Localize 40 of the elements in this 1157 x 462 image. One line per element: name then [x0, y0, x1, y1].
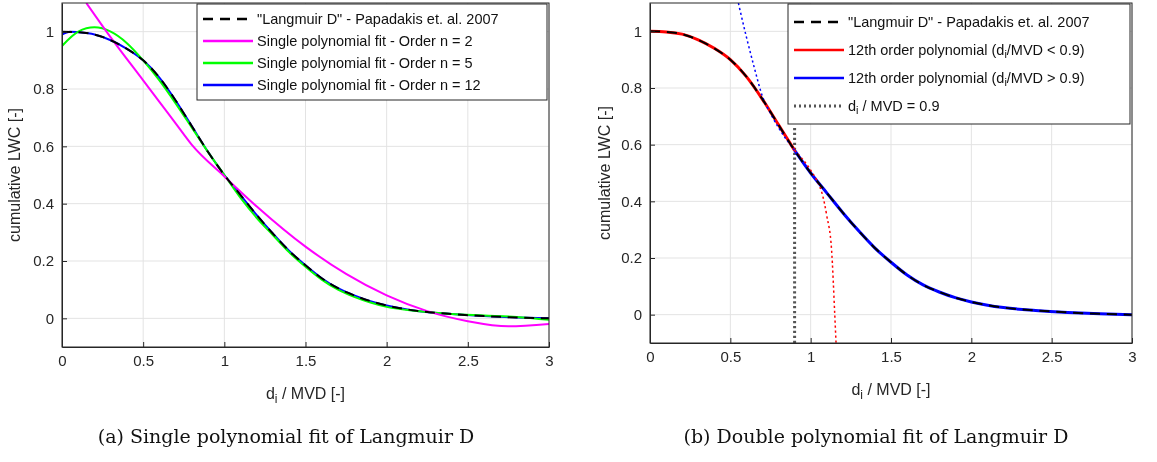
y-tick-label: 0.2 [621, 249, 642, 267]
legend-label: d$_{i}$ / MVD = 0.9 [848, 98, 940, 117]
text: (a) Single polynomial fit of Langmuir D [97, 425, 475, 447]
y-tick-label: 0.2 [33, 252, 54, 270]
x-tick-label: 1 [806, 347, 816, 365]
x-tick-label: 0 [646, 347, 655, 365]
x-tick-label: 2 [967, 347, 977, 365]
x-tick-label: 3 [545, 351, 554, 369]
x-tick-label: 1.5 [881, 347, 902, 365]
y-tick-label: 0 [633, 305, 642, 323]
y-tick-label: 0.4 [621, 192, 642, 210]
y-tick-label: 0.6 [33, 137, 54, 155]
x-tick-label: 3 [1128, 347, 1137, 365]
legend-label: 12th order polynomial (d$_{i}$/MVD > 0.9) [848, 70, 1085, 89]
legend-label: "Langmuir D" - Papadakis et. al. 2007 [257, 11, 499, 27]
legend-label: 12th order polynomial (d$_{i}$/MVD < 0.9) [848, 42, 1085, 61]
y-tick-label: 0.6 [621, 135, 642, 153]
legend-label: "Langmuir D" - Papadakis et. al. 2007 [848, 14, 1090, 30]
x-tick-label: 0 [58, 351, 67, 369]
x-tick-label: 2 [382, 351, 392, 369]
y-tick-label: 0 [45, 309, 54, 327]
y-tick-label: 1 [45, 22, 54, 40]
legend-label: Single polynomial fit - Order n = 2 [257, 33, 473, 49]
y-axis-title: cumulative LWC [-] [596, 106, 613, 240]
y-tick-label: 0.8 [621, 79, 642, 97]
legend-label: Single polynomial fit - Order n = 5 [257, 55, 473, 71]
x-tick-label: 2.5 [457, 351, 479, 369]
text: (b) Double polynomial fit of Langmuir D [683, 425, 1069, 447]
x-tick-label: 0.5 [720, 347, 742, 365]
y-tick-label: 0.8 [33, 80, 54, 98]
y-axis-title: cumulative LWC [-] [6, 108, 23, 242]
y-tick-label: 1 [633, 22, 642, 40]
x-axis-title: d$_{i}$ / MVD [-] [851, 381, 931, 402]
x-tick-label: 2.5 [1041, 347, 1063, 365]
x-tick-label: 0.5 [133, 351, 155, 369]
x-tick-label: 1.5 [295, 351, 317, 369]
x-tick-label: 1 [220, 351, 230, 369]
legend-label: Single polynomial fit - Order n = 12 [257, 77, 481, 93]
y-tick-label: 0.4 [33, 194, 54, 212]
x-axis-title: d$_{i}$ / MVD [-] [265, 385, 346, 406]
